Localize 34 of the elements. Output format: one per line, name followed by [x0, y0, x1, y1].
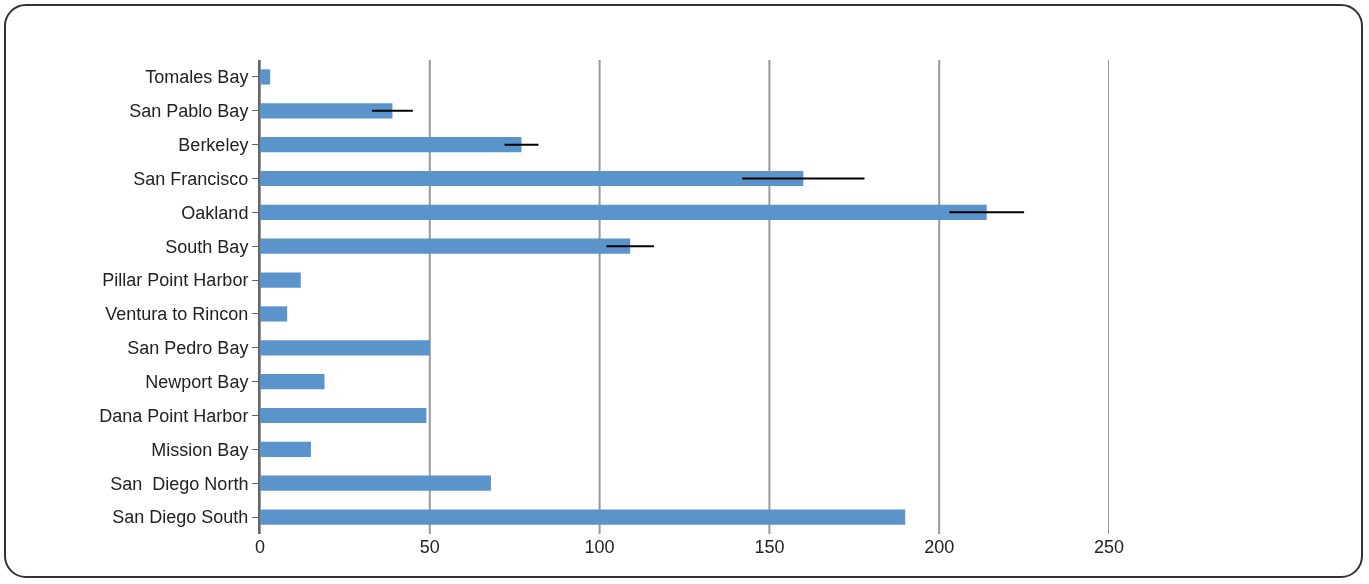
bar: [260, 509, 906, 525]
y-tick-label: San Diego South: [112, 507, 249, 528]
y-tick-label: San Pedro Bay: [127, 338, 249, 359]
bar: [260, 407, 427, 424]
bar: [260, 69, 271, 85]
y-tick-label: San Diego North: [110, 473, 249, 494]
x-tick-label: 150: [754, 537, 785, 557]
y-tick-label: San Pablo Bay: [129, 101, 249, 122]
x-tick-label: 250: [1093, 537, 1125, 557]
x-tick-label: 100: [584, 537, 615, 557]
bar: [260, 306, 288, 322]
y-tick-label: Mission Bay: [151, 439, 249, 460]
bar: [260, 441, 311, 457]
bar: [260, 103, 393, 119]
bar: [260, 204, 987, 220]
y-tick-label: Oakland: [181, 202, 249, 223]
bar: [260, 340, 430, 356]
y-tick-label: Berkeley: [178, 134, 249, 155]
y-tick-label: Pillar Point Harbor: [102, 270, 249, 291]
y-tick-label: San Francisco: [133, 168, 249, 189]
y-tick-label: Ventura to Rincon: [105, 304, 249, 325]
y-tick-label: Dana Point Harbor: [99, 405, 249, 426]
bar: [260, 137, 522, 153]
bar: [260, 475, 491, 491]
bar: [260, 272, 301, 288]
y-tick-label: Newport Bay: [145, 371, 249, 392]
y-tick-label: Tomales Bay: [145, 67, 249, 88]
bar: [260, 374, 325, 390]
bar: [260, 170, 804, 187]
x-tick-label: 50: [419, 537, 440, 557]
y-tick-label: South Bay: [165, 236, 249, 257]
x-tick-label: 0: [254, 537, 266, 557]
bar: [260, 238, 631, 254]
x-tick-label: 200: [924, 537, 955, 557]
